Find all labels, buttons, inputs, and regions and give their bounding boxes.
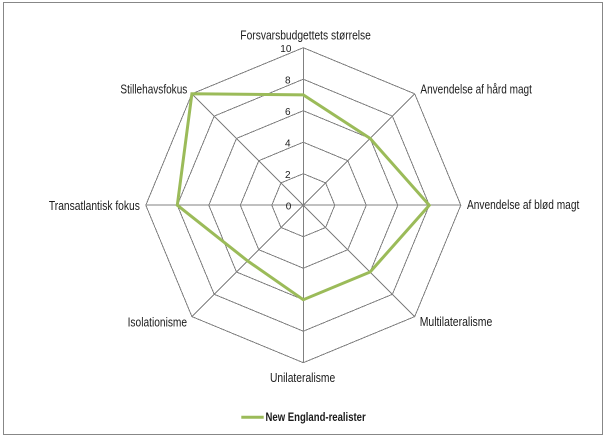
svg-text:Anvendelse af hård magt: Anvendelse af hård magt: [420, 83, 532, 97]
svg-text:Anvendelse af blød magt: Anvendelse af blød magt: [467, 198, 580, 212]
svg-text:6: 6: [285, 107, 291, 118]
svg-text:Transatlantisk fokus: Transatlantisk fokus: [49, 199, 140, 213]
svg-text:Unilateralisme: Unilateralisme: [270, 371, 335, 385]
svg-text:0: 0: [286, 201, 292, 212]
svg-text:Forsvarsbudgettets størrelse: Forsvarsbudgettets størrelse: [240, 29, 371, 43]
svg-text:10: 10: [280, 44, 292, 55]
svg-text:Stillehavsfokus: Stillehavsfokus: [120, 83, 187, 97]
svg-text:4: 4: [285, 138, 291, 149]
svg-text:2: 2: [285, 170, 291, 181]
svg-text:Multilateralisme: Multilateralisme: [420, 315, 493, 329]
svg-text:New England-realister: New England-realister: [266, 410, 366, 424]
svg-text:Isolationisme: Isolationisme: [128, 316, 188, 330]
svg-text:8: 8: [285, 75, 291, 86]
